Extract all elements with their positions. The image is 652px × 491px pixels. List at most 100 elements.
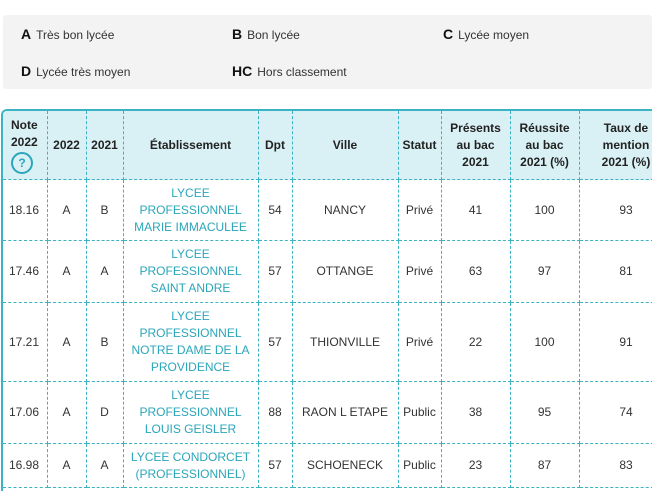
cell-rating-2022: A [47, 443, 87, 488]
legend-label: Bon lycée [247, 28, 300, 42]
cell-presents: 22 [441, 302, 511, 382]
cell-dpt: 57 [258, 240, 293, 303]
cell-reussite: 97 [510, 240, 580, 303]
school-name-line: LYCEE [171, 247, 210, 261]
header-line: Taux de [603, 120, 649, 135]
school-name-line: LYCEE [171, 185, 210, 200]
col-header-mention[interactable]: Taux de mention 2021 (%) [579, 111, 652, 180]
cell-dpt: 88 [258, 381, 293, 444]
table-row: 17.06 A D LYCEE PROFESSIONNEL LOUIS GEIS… [3, 381, 652, 444]
table-row: 17.21 A B LYCEE PROFESSIONNEL NOTRE DAME… [3, 302, 652, 382]
col-header-presents[interactable]: Présents au bac 2021 [441, 111, 511, 180]
school-link[interactable]: LYCEE PROFESSIONNEL NOTRE DAME DE LA PRO… [123, 302, 259, 382]
col-header-2022[interactable]: 2022 [47, 111, 87, 180]
legend-item-b: B Bon lycée [232, 26, 300, 42]
school-name-line: LOUIS GEISLER [144, 422, 237, 436]
school-name-line: SAINT ANDRE [150, 281, 231, 295]
cell-mention: 74 [579, 381, 652, 444]
col-header-dpt[interactable]: Dpt [258, 111, 293, 180]
cell-note: 17.46 [3, 240, 48, 303]
cell-statut: Privé [398, 179, 442, 241]
header-line: 2021 [462, 154, 489, 169]
legend-label: Hors classement [257, 65, 347, 79]
school-name-line: LYCEE CONDORCET [130, 449, 251, 464]
header-line: Réussite [519, 120, 570, 135]
col-header-ville[interactable]: Ville [292, 111, 399, 180]
col-header-2021[interactable]: 2021 [86, 111, 124, 180]
header-line: 2021 (%) [520, 154, 569, 169]
cell-ville: SCHOENECK [292, 443, 399, 488]
legend-code: D [21, 63, 32, 79]
cell-presents: 38 [441, 381, 511, 444]
cell-statut: Public [398, 381, 442, 444]
school-name-line: NOTRE DAME DE LA [131, 343, 250, 357]
table-header-row: Note 2022 ? 2022 2021 Établissement Dpt … [3, 111, 652, 180]
col-header-etablissement[interactable]: Établissement [123, 111, 259, 180]
cell-ville: OTTANGE [292, 240, 399, 303]
col-header-reussite[interactable]: Réussite au bac 2021 (%) [510, 111, 580, 180]
legend-code: A [21, 26, 32, 42]
cell-presents: 63 [441, 240, 511, 303]
cell-statut: Public [398, 443, 442, 488]
cell-presents: 41 [441, 179, 511, 241]
cell-reussite: 100 [510, 179, 580, 241]
cell-mention: 91 [579, 302, 652, 382]
cell-mention: 81 [579, 240, 652, 303]
school-name-line: MARIE IMMACULEE [134, 219, 247, 234]
cell-rating-2021: A [86, 443, 124, 488]
cell-rating-2021: B [86, 179, 124, 241]
legend-code: C [443, 26, 454, 42]
school-name-line: LYCEE [171, 388, 210, 402]
header-line: mention [602, 137, 650, 152]
cell-presents: 23 [441, 443, 511, 488]
school-name-line: LYCEE [171, 309, 210, 323]
cell-statut: Privé [398, 302, 442, 382]
cell-rating-2022: A [47, 302, 87, 382]
cell-note: 16.98 [3, 443, 48, 488]
school-name-line: (PROFESSIONNEL) [135, 466, 246, 481]
header-line: Présents [450, 120, 501, 135]
legend-item-c: C Lycée moyen [443, 26, 529, 42]
school-link[interactable]: LYCEE CONDORCET (PROFESSIONNEL) [123, 443, 259, 488]
header-line: au bac [456, 137, 495, 152]
school-link[interactable]: LYCEE PROFESSIONNEL MARIE IMMACULEE [123, 179, 259, 241]
cell-dpt: 54 [258, 179, 293, 241]
legend-item-d: D Lycée très moyen [21, 63, 130, 79]
cell-note: 18.16 [3, 179, 48, 241]
school-name-line: PROVIDENCE [150, 360, 231, 374]
school-link[interactable]: LYCEE PROFESSIONNEL SAINT ANDRE [123, 240, 259, 303]
cell-reussite: 100 [510, 302, 580, 382]
legend-item-a: A Très bon lycée [21, 26, 114, 42]
cell-note: 17.06 [3, 381, 48, 444]
col-header-note: Note 2022 ? [3, 111, 48, 180]
cell-reussite: 87 [510, 443, 580, 488]
school-link[interactable]: LYCEE PROFESSIONNEL LOUIS GEISLER [123, 381, 259, 444]
note-header-line2: 2022 [11, 134, 38, 149]
cell-mention: 83 [579, 443, 652, 488]
cell-ville: THIONVILLE [292, 302, 399, 382]
help-icon[interactable]: ? [11, 151, 33, 174]
school-name-line: PROFESSIONNEL [139, 202, 242, 217]
table-row: 16.98 A A LYCEE CONDORCET (PROFESSIONNEL… [3, 443, 652, 488]
table-row: 17.46 A A LYCEE PROFESSIONNEL SAINT ANDR… [3, 240, 652, 303]
cell-rating-2022: A [47, 240, 87, 303]
legend-item-hc: HC Hors classement [232, 63, 347, 79]
cell-note: 17.21 [3, 302, 48, 382]
cell-reussite: 95 [510, 381, 580, 444]
legend-code: B [232, 26, 243, 42]
school-name-line: PROFESSIONNEL [139, 264, 242, 278]
col-header-statut[interactable]: Statut [398, 111, 442, 180]
legend-label: Très bon lycée [36, 28, 115, 42]
header-line: 2021 (%) [601, 154, 651, 169]
cell-dpt: 57 [258, 443, 293, 488]
legend-label: Lycée très moyen [36, 65, 131, 79]
cell-rating-2021: D [86, 381, 124, 444]
cell-rating-2021: A [86, 240, 124, 303]
cell-mention: 93 [579, 179, 652, 241]
legend-label: Lycée moyen [458, 28, 530, 42]
ranking-table: Note 2022 ? 2022 2021 Établissement Dpt … [3, 111, 652, 488]
cell-ville: RAON L ETAPE [292, 381, 399, 444]
rating-legend: A Très bon lycée B Bon lycée C Lycée moyen … [3, 15, 652, 89]
note-header-line1: Note [11, 117, 38, 132]
header-line: au bac [525, 137, 564, 152]
